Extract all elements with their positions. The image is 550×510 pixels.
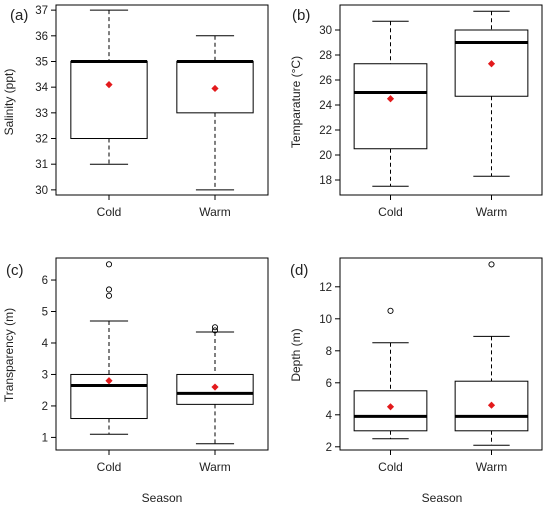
panel-c: (c) Transparency (m) 1 2 3 4 5 6 Cold Warm Seas… bbox=[2, 257, 269, 505]
y-tick-label: 4 bbox=[326, 410, 333, 422]
x-tick-label: Cold bbox=[378, 460, 403, 474]
x-tick-label: Warm bbox=[476, 460, 508, 474]
panel-a: (a) Salinity (ppt) 30 31 32 33 34 35 36 37 Cold W… bbox=[2, 4, 269, 219]
y-tick-label: 8 bbox=[326, 346, 332, 358]
y-tick-label: 31 bbox=[35, 159, 48, 171]
y-tick-label: 37 bbox=[35, 5, 48, 17]
y-tick-label: 4 bbox=[42, 338, 49, 350]
plot-frame-a bbox=[55, 4, 269, 196]
y-axis-label-c: Transparency (m) bbox=[2, 308, 16, 402]
y-tick-label: 3 bbox=[42, 369, 48, 381]
x-axis-label-c: Season bbox=[142, 491, 183, 505]
y-tick-label: 1 bbox=[42, 432, 48, 444]
y-tick-label: 32 bbox=[35, 134, 48, 146]
y-tick-label: 12 bbox=[319, 282, 332, 294]
x-tick-label: Warm bbox=[476, 205, 508, 219]
x-tick-label: Warm bbox=[199, 460, 231, 474]
y-tick-label: 6 bbox=[42, 275, 48, 287]
x-tick-label: Cold bbox=[97, 460, 122, 474]
outlier-point bbox=[387, 307, 394, 314]
y-tick-label: 20 bbox=[319, 150, 332, 162]
outlier-point bbox=[105, 286, 113, 293]
y-axis-label-d: Depth (m) bbox=[289, 328, 303, 381]
y-tick-label: 36 bbox=[35, 31, 48, 43]
y-tick-label: 24 bbox=[319, 100, 332, 112]
mean-marker bbox=[386, 403, 395, 411]
outlier-point bbox=[105, 261, 113, 268]
panel-label-c: (c) bbox=[6, 262, 24, 279]
panel-label-d: (d) bbox=[290, 262, 308, 279]
iqr-box bbox=[70, 60, 148, 140]
x-tick-label: Warm bbox=[199, 205, 231, 219]
y-tick-label: 26 bbox=[319, 75, 332, 87]
y-tick-label: 2 bbox=[42, 401, 48, 413]
y-axis-label-b: Temparature (°C) bbox=[289, 56, 303, 148]
y-tick-label: 34 bbox=[35, 82, 48, 94]
iqr-box bbox=[353, 390, 428, 432]
mean-marker bbox=[386, 95, 395, 103]
y-tick-label: 6 bbox=[326, 378, 332, 390]
y-tick-label: 18 bbox=[319, 175, 332, 187]
y-tick-label: 28 bbox=[319, 50, 332, 62]
plot-frame-d bbox=[339, 257, 543, 451]
panel-b: (b) Temparature (°C) 18 20 22 24 26 28 30 Cold W… bbox=[289, 4, 543, 219]
y-tick-label: 22 bbox=[319, 125, 332, 137]
mean-marker bbox=[487, 401, 496, 409]
outlier-point bbox=[105, 292, 113, 299]
outlier-point bbox=[211, 327, 219, 334]
plot-content-d: 2 4 6 8 10 12 Cold Warm bbox=[319, 261, 529, 474]
y-tick-label: 10 bbox=[319, 314, 332, 326]
y-tick-label: 5 bbox=[42, 307, 48, 319]
y-tick-label: 2 bbox=[326, 442, 332, 454]
plot-content-c: 1 2 3 4 5 6 Cold Warm bbox=[42, 261, 254, 474]
panel-label-b: (b) bbox=[292, 7, 310, 24]
y-tick-label: 30 bbox=[35, 185, 48, 197]
mean-marker bbox=[105, 80, 113, 89]
plot-frame-b bbox=[339, 4, 543, 196]
x-tick-label: Cold bbox=[97, 205, 122, 219]
y-tick-label: 33 bbox=[35, 108, 48, 120]
mean-marker bbox=[487, 60, 496, 68]
outlier-point bbox=[211, 324, 219, 331]
mean-marker bbox=[211, 84, 219, 93]
iqr-box bbox=[353, 63, 428, 150]
y-tick-label: 35 bbox=[35, 56, 48, 68]
x-axis-label-d: Season bbox=[422, 491, 463, 505]
plot-frame-c bbox=[55, 257, 269, 451]
y-axis-label-a: Salinity (ppt) bbox=[2, 69, 16, 136]
plot-content-a: 30 31 32 33 34 35 36 37 Cold Warm bbox=[35, 5, 254, 219]
x-tick-label: Cold bbox=[378, 205, 403, 219]
panel-label-a: (a) bbox=[10, 7, 28, 24]
panel-d: (d) Depth (m) 2 4 6 8 10 12 Cold Warm Season bbox=[289, 257, 543, 505]
mean-marker bbox=[105, 377, 113, 385]
outlier-point bbox=[488, 261, 495, 268]
y-tick-label: 30 bbox=[319, 25, 332, 37]
mean-marker bbox=[211, 383, 219, 391]
plot-content-b: 18 20 22 24 26 28 30 Cold Warm bbox=[319, 10, 529, 219]
